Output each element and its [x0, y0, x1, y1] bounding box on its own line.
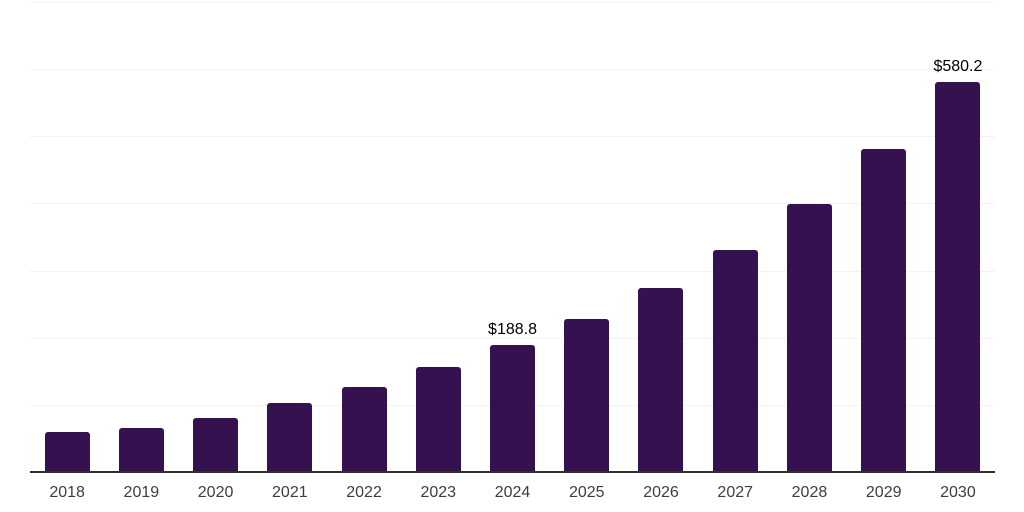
bar-slot-2023: [401, 2, 475, 472]
x-axis-labels: 2018 2019 2020 2021 2022 2023 2024 2025 2026 2027…: [30, 485, 995, 501]
grid-line-200: [30, 337, 995, 339]
bar-series: $188.8 $580.2: [30, 2, 995, 472]
x-tick-label-2029: 2029: [865, 484, 902, 501]
bar-2021: [267, 402, 313, 472]
bar-2027: [712, 249, 758, 472]
x-tick-label-2020: 2020: [197, 484, 234, 501]
grid-line-400: [30, 203, 995, 205]
bar-slot-2024: $188.8: [475, 2, 549, 472]
bar-slot-2018: [30, 2, 104, 472]
x-tick-label-2018: 2018: [49, 484, 85, 501]
x-tick-label-2023: 2023: [420, 484, 457, 501]
x-tick-label-2021: 2021: [272, 484, 308, 501]
bar-2028: [786, 204, 832, 472]
bar-slot-2029: [847, 2, 921, 472]
bar-slot-2019: [104, 2, 178, 472]
bar-slot-2030: $580.2: [921, 2, 995, 472]
x-tick-label-2019: 2019: [123, 484, 160, 501]
x-axis-line: [30, 471, 995, 473]
bar-2020: [193, 417, 239, 472]
grid-line-300: [30, 270, 995, 272]
bar-value-label-2030: $580.2: [933, 58, 983, 76]
bar-slot-2027: [698, 2, 772, 472]
grid-line-700: [30, 2, 995, 3]
bar-2026: [638, 287, 684, 472]
bar-slot-2020: [178, 2, 252, 472]
bar-2019: [118, 427, 164, 472]
bar-2023: [415, 367, 461, 472]
x-tick-label-2027: 2027: [717, 484, 754, 501]
bar-value-label-2024: $188.8: [488, 321, 537, 339]
bar-slot-2022: [327, 2, 401, 472]
bar-slot-2026: [624, 2, 698, 472]
bar-2029: [861, 149, 907, 472]
x-tick-label-2024: 2024: [494, 484, 531, 501]
bar-2024: [490, 345, 536, 472]
x-tick-label-2025: 2025: [568, 484, 605, 501]
x-tick-label-2022: 2022: [346, 484, 382, 501]
x-tick-label-2030: 2030: [940, 484, 976, 501]
bar-2022: [341, 386, 387, 472]
bar-2018: [44, 431, 90, 472]
bar-slot-2028: [772, 2, 846, 472]
bar-2030: [935, 82, 981, 472]
bar-slot-2021: [253, 2, 327, 472]
plot-area: $188.8 $580.2: [30, 2, 995, 472]
bar-2025: [564, 319, 610, 472]
x-tick-label-2026: 2026: [643, 484, 679, 501]
grid-line-600: [30, 69, 995, 71]
grid-line-500: [30, 136, 995, 138]
bar-slot-2025: [550, 2, 624, 472]
x-tick-label-2028: 2028: [791, 484, 828, 501]
